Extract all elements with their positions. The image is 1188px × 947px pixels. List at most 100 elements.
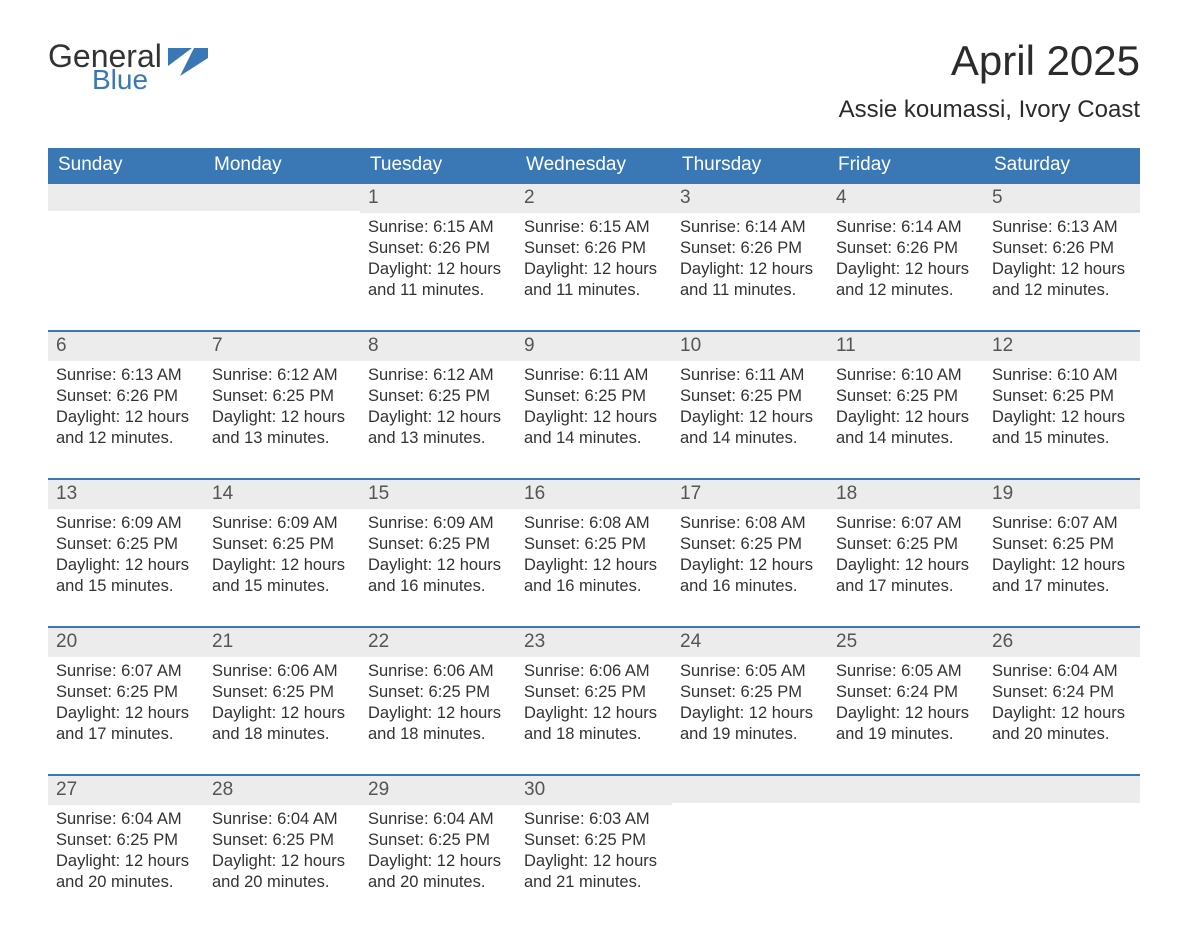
calendar-cell: 26Sunrise: 6:04 AMSunset: 6:24 PMDayligh… bbox=[984, 627, 1140, 775]
day-number: 26 bbox=[984, 628, 1140, 657]
day-number: 28 bbox=[204, 776, 360, 805]
day-number: 30 bbox=[516, 776, 672, 805]
daylight-label: Daylight: 12 hours and 20 minutes. bbox=[368, 851, 508, 893]
calendar-cell: 4Sunrise: 6:14 AMSunset: 6:26 PMDaylight… bbox=[828, 183, 984, 331]
calendar-cell: 15Sunrise: 6:09 AMSunset: 6:25 PMDayligh… bbox=[360, 479, 516, 627]
calendar-cell: 5Sunrise: 6:13 AMSunset: 6:26 PMDaylight… bbox=[984, 183, 1140, 331]
sunset-label: Sunset: 6:25 PM bbox=[992, 386, 1132, 407]
sunrise-label: Sunrise: 6:10 AM bbox=[836, 365, 976, 386]
day-data: Sunrise: 6:12 AMSunset: 6:25 PMDaylight:… bbox=[360, 361, 516, 457]
day-number bbox=[828, 776, 984, 803]
page-title: April 2025 bbox=[839, 40, 1140, 82]
calendar-header: Sunday Monday Tuesday Wednesday Thursday… bbox=[48, 148, 1140, 183]
sunset-label: Sunset: 6:25 PM bbox=[56, 682, 196, 703]
daylight-label: Daylight: 12 hours and 15 minutes. bbox=[212, 555, 352, 597]
day-number: 7 bbox=[204, 332, 360, 361]
calendar-cell bbox=[672, 775, 828, 907]
calendar-cell: 8Sunrise: 6:12 AMSunset: 6:25 PMDaylight… bbox=[360, 331, 516, 479]
sunrise-label: Sunrise: 6:11 AM bbox=[680, 365, 820, 386]
col-saturday: Saturday bbox=[984, 148, 1140, 183]
sunrise-label: Sunrise: 6:06 AM bbox=[368, 661, 508, 682]
day-number: 24 bbox=[672, 628, 828, 657]
sunrise-label: Sunrise: 6:13 AM bbox=[56, 365, 196, 386]
logo-text: General Blue bbox=[48, 40, 162, 94]
calendar-cell bbox=[204, 183, 360, 331]
daylight-label: Daylight: 12 hours and 17 minutes. bbox=[836, 555, 976, 597]
calendar-cell: 13Sunrise: 6:09 AMSunset: 6:25 PMDayligh… bbox=[48, 479, 204, 627]
calendar-cell: 23Sunrise: 6:06 AMSunset: 6:25 PMDayligh… bbox=[516, 627, 672, 775]
day-data: Sunrise: 6:04 AMSunset: 6:25 PMDaylight:… bbox=[204, 805, 360, 901]
title-block: April 2025 Assie koumassi, Ivory Coast bbox=[839, 40, 1140, 124]
calendar-cell: 24Sunrise: 6:05 AMSunset: 6:25 PMDayligh… bbox=[672, 627, 828, 775]
calendar-cell: 16Sunrise: 6:08 AMSunset: 6:25 PMDayligh… bbox=[516, 479, 672, 627]
day-number: 22 bbox=[360, 628, 516, 657]
day-data: Sunrise: 6:10 AMSunset: 6:25 PMDaylight:… bbox=[828, 361, 984, 457]
sunset-label: Sunset: 6:25 PM bbox=[56, 830, 196, 851]
sunrise-label: Sunrise: 6:11 AM bbox=[524, 365, 664, 386]
day-number: 11 bbox=[828, 332, 984, 361]
sunset-label: Sunset: 6:25 PM bbox=[212, 534, 352, 555]
daylight-label: Daylight: 12 hours and 16 minutes. bbox=[368, 555, 508, 597]
sunset-label: Sunset: 6:25 PM bbox=[212, 830, 352, 851]
sunset-label: Sunset: 6:25 PM bbox=[524, 386, 664, 407]
sunset-label: Sunset: 6:26 PM bbox=[368, 238, 508, 259]
col-monday: Monday bbox=[204, 148, 360, 183]
daylight-label: Daylight: 12 hours and 13 minutes. bbox=[368, 407, 508, 449]
sunset-label: Sunset: 6:25 PM bbox=[524, 534, 664, 555]
sunrise-label: Sunrise: 6:07 AM bbox=[56, 661, 196, 682]
sunrise-label: Sunrise: 6:07 AM bbox=[836, 513, 976, 534]
sunset-label: Sunset: 6:25 PM bbox=[524, 830, 664, 851]
calendar-cell: 28Sunrise: 6:04 AMSunset: 6:25 PMDayligh… bbox=[204, 775, 360, 907]
day-data: Sunrise: 6:05 AMSunset: 6:24 PMDaylight:… bbox=[828, 657, 984, 753]
sunrise-label: Sunrise: 6:12 AM bbox=[212, 365, 352, 386]
sunrise-label: Sunrise: 6:06 AM bbox=[524, 661, 664, 682]
daylight-label: Daylight: 12 hours and 15 minutes. bbox=[56, 555, 196, 597]
daylight-label: Daylight: 12 hours and 14 minutes. bbox=[680, 407, 820, 449]
day-data: Sunrise: 6:09 AMSunset: 6:25 PMDaylight:… bbox=[48, 509, 204, 605]
sunrise-label: Sunrise: 6:04 AM bbox=[992, 661, 1132, 682]
sunset-label: Sunset: 6:26 PM bbox=[524, 238, 664, 259]
daylight-label: Daylight: 12 hours and 18 minutes. bbox=[368, 703, 508, 745]
day-number: 1 bbox=[360, 184, 516, 213]
calendar-cell: 25Sunrise: 6:05 AMSunset: 6:24 PMDayligh… bbox=[828, 627, 984, 775]
day-data: Sunrise: 6:06 AMSunset: 6:25 PMDaylight:… bbox=[360, 657, 516, 753]
sunrise-label: Sunrise: 6:04 AM bbox=[56, 809, 196, 830]
day-number: 20 bbox=[48, 628, 204, 657]
calendar-cell: 7Sunrise: 6:12 AMSunset: 6:25 PMDaylight… bbox=[204, 331, 360, 479]
calendar-cell: 9Sunrise: 6:11 AMSunset: 6:25 PMDaylight… bbox=[516, 331, 672, 479]
day-data: Sunrise: 6:08 AMSunset: 6:25 PMDaylight:… bbox=[672, 509, 828, 605]
calendar-cell: 10Sunrise: 6:11 AMSunset: 6:25 PMDayligh… bbox=[672, 331, 828, 479]
calendar-row: 13Sunrise: 6:09 AMSunset: 6:25 PMDayligh… bbox=[48, 479, 1140, 627]
day-number: 25 bbox=[828, 628, 984, 657]
day-data: Sunrise: 6:04 AMSunset: 6:25 PMDaylight:… bbox=[360, 805, 516, 901]
sunrise-label: Sunrise: 6:10 AM bbox=[992, 365, 1132, 386]
day-data: Sunrise: 6:06 AMSunset: 6:25 PMDaylight:… bbox=[516, 657, 672, 753]
calendar-row: 20Sunrise: 6:07 AMSunset: 6:25 PMDayligh… bbox=[48, 627, 1140, 775]
daylight-label: Daylight: 12 hours and 18 minutes. bbox=[524, 703, 664, 745]
sunset-label: Sunset: 6:24 PM bbox=[836, 682, 976, 703]
calendar-cell bbox=[828, 775, 984, 907]
sunset-label: Sunset: 6:25 PM bbox=[212, 386, 352, 407]
col-wednesday: Wednesday bbox=[516, 148, 672, 183]
sunset-label: Sunset: 6:26 PM bbox=[992, 238, 1132, 259]
col-friday: Friday bbox=[828, 148, 984, 183]
day-number: 21 bbox=[204, 628, 360, 657]
sunset-label: Sunset: 6:25 PM bbox=[836, 386, 976, 407]
day-number: 13 bbox=[48, 480, 204, 509]
day-number bbox=[672, 776, 828, 803]
calendar-cell: 1Sunrise: 6:15 AMSunset: 6:26 PMDaylight… bbox=[360, 183, 516, 331]
day-number: 12 bbox=[984, 332, 1140, 361]
day-number: 23 bbox=[516, 628, 672, 657]
brand-logo: General Blue bbox=[48, 40, 208, 94]
sunset-label: Sunset: 6:25 PM bbox=[680, 682, 820, 703]
day-data: Sunrise: 6:07 AMSunset: 6:25 PMDaylight:… bbox=[48, 657, 204, 753]
daylight-label: Daylight: 12 hours and 12 minutes. bbox=[56, 407, 196, 449]
day-number: 9 bbox=[516, 332, 672, 361]
daylight-label: Daylight: 12 hours and 20 minutes. bbox=[992, 703, 1132, 745]
sunrise-label: Sunrise: 6:04 AM bbox=[212, 809, 352, 830]
day-number: 3 bbox=[672, 184, 828, 213]
daylight-label: Daylight: 12 hours and 17 minutes. bbox=[56, 703, 196, 745]
sunrise-label: Sunrise: 6:09 AM bbox=[212, 513, 352, 534]
calendar-cell: 2Sunrise: 6:15 AMSunset: 6:26 PMDaylight… bbox=[516, 183, 672, 331]
day-data: Sunrise: 6:15 AMSunset: 6:26 PMDaylight:… bbox=[360, 213, 516, 309]
